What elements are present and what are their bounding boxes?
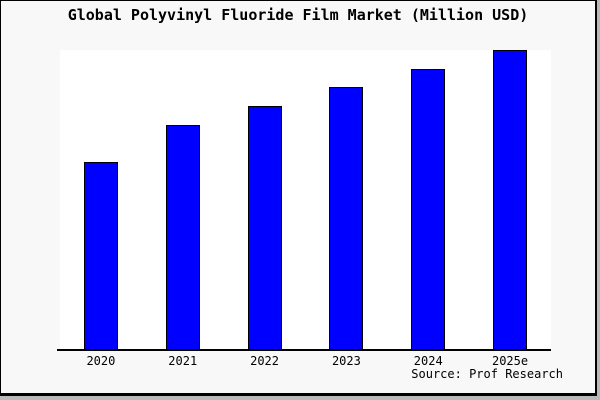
bar-slot-2025e (469, 50, 551, 350)
x-tick-2021: 2021 (168, 354, 198, 368)
bar-2023 (329, 87, 364, 350)
source-credit: Source: Prof Research (411, 367, 563, 381)
x-tick-2023: 2023 (331, 354, 361, 368)
x-tick-2025e: 2025e (491, 354, 529, 368)
bar-2025e (493, 50, 528, 350)
x-tick-2020: 2020 (86, 354, 116, 368)
x-tick-row: 2020 2021 2022 2023 2024 2025e (60, 354, 551, 368)
plot-area (60, 50, 551, 350)
x-tick-2022: 2022 (250, 354, 280, 368)
bar-2020 (83, 162, 118, 350)
chart-title: Global Polyvinyl Fluoride Film Market (M… (67, 6, 529, 24)
x-axis-line (57, 349, 551, 351)
bar-2021 (165, 125, 200, 350)
bar-slot-2021 (142, 50, 224, 350)
bar-slot-2020 (60, 50, 142, 350)
bar-slot-2023 (305, 50, 387, 350)
x-tick-2024: 2024 (413, 354, 443, 368)
bar-slot-2022 (224, 50, 306, 350)
bar-2024 (411, 69, 446, 350)
bar-2022 (247, 106, 282, 350)
bar-slot-2024 (387, 50, 469, 350)
